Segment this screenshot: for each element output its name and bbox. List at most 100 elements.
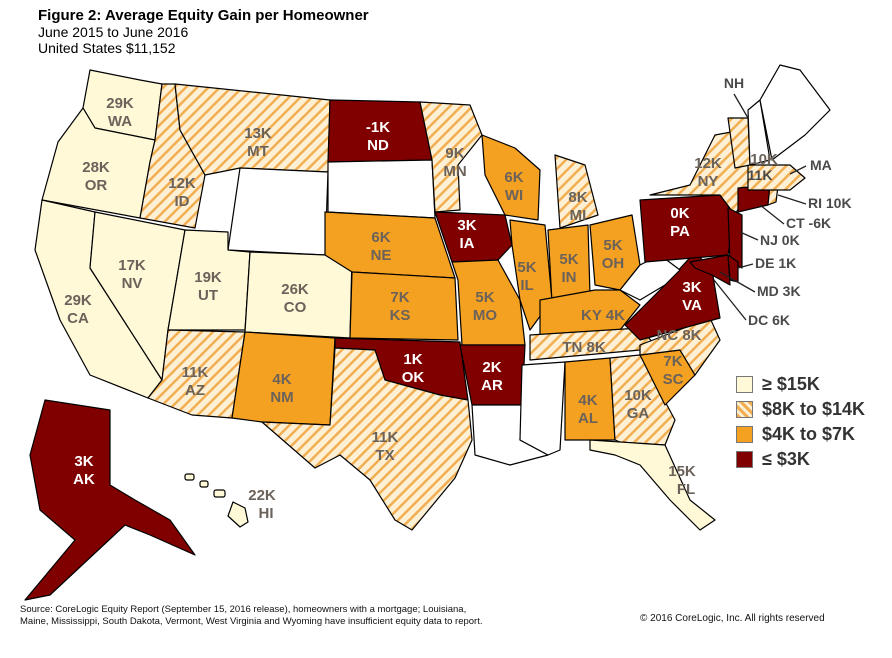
label-hi-abbr: HI	[259, 505, 274, 522]
state-wi	[481, 134, 541, 221]
label-co-abbr: CO	[284, 299, 307, 316]
label-nm-value: 4K	[272, 371, 291, 388]
state-nj	[727, 207, 743, 269]
legend: ≥ $15K $8K to $14K $4K to $7K ≤ $3K	[736, 372, 865, 472]
label-nv-abbr: NV	[122, 275, 143, 292]
label-al-value: 4K	[578, 392, 597, 409]
label-mn-abbr: MN	[443, 163, 466, 180]
label-nd-abbr: ND	[367, 137, 389, 154]
state-hi-island	[199, 480, 209, 488]
label-wi-abbr: WI	[505, 187, 523, 204]
label-mt-abbr: MT	[247, 143, 269, 160]
state-al	[564, 357, 616, 441]
label-ks-value: 7K	[390, 289, 409, 306]
legend-item-high: ≥ $15K	[736, 372, 865, 396]
source-note: Source: CoreLogic Equity Report (Septemb…	[20, 604, 483, 627]
label-al-abbr: AL	[578, 410, 598, 427]
label-ia-value: 3K	[457, 217, 476, 234]
label-va-value: 3K	[682, 279, 701, 296]
label-ak-value: 3K	[74, 453, 93, 470]
label-tn: TN 8K	[562, 339, 606, 356]
label-ca-value: 29K	[64, 292, 92, 309]
state-tx	[261, 347, 473, 531]
label-ok-value: 1K	[403, 351, 422, 368]
state-me	[759, 64, 831, 161]
figure-period: June 2015 to June 2016	[38, 24, 189, 40]
label-ga-abbr: GA	[627, 405, 650, 422]
callout-nh-leader	[733, 93, 749, 119]
label-tx-value: 11K	[372, 429, 399, 446]
state-ma	[747, 164, 806, 191]
label-pa-value: 0K	[670, 205, 689, 222]
callout-nj-leader	[739, 231, 759, 241]
label-nv-value: 17K	[118, 257, 146, 274]
national-average: United States $11,152	[38, 40, 176, 56]
label-nd-value: -1K	[366, 119, 390, 136]
label-or-abbr: OR	[85, 177, 108, 194]
label-az-value: 11K	[182, 364, 209, 381]
legend-item-dark: ≤ $3K	[736, 447, 865, 471]
label-nc: NC 8K	[656, 327, 701, 344]
callout-dc: DC 6K	[748, 312, 790, 328]
callout-ma: MA	[810, 157, 832, 173]
label-ar-value: 2K	[482, 359, 501, 376]
callout-md: MD 3K	[757, 283, 801, 299]
legend-swatch-mid	[736, 400, 753, 418]
callout-nh: NH	[724, 75, 744, 91]
label-ny-value: 12K	[694, 155, 722, 172]
label-wa-value: 29K	[106, 95, 134, 112]
state-mi	[554, 154, 599, 229]
legend-swatch-dark	[736, 450, 753, 468]
state-md	[689, 254, 731, 286]
state-ms	[519, 361, 566, 456]
label-hi-value: 22K	[248, 487, 276, 504]
label-in-value: 5K	[559, 251, 578, 268]
label-pa-abbr: PA	[670, 223, 690, 240]
label-az-abbr: AZ	[185, 382, 205, 399]
callout-ri: RI 10K	[808, 195, 852, 211]
legend-swatch-orange	[736, 425, 753, 443]
label-ny-abbr: NY	[698, 173, 719, 190]
state-wy	[227, 167, 329, 256]
label-il-value: 5K	[517, 259, 536, 276]
label-ga-value: 10K	[624, 387, 652, 404]
label-va-abbr: VA	[682, 297, 702, 314]
legend-label-orange: $4K to $7K	[762, 423, 856, 444]
state-ks	[349, 271, 459, 341]
legend-label-high: ≥ $15K	[762, 373, 820, 394]
label-ut-value: 19K	[194, 269, 222, 286]
label-mn-value: 9K	[445, 145, 464, 162]
label-wi-value: 6K	[504, 169, 523, 186]
label-ca-abbr: CA	[67, 310, 89, 327]
label-mi-abbr: MI	[570, 207, 587, 224]
label-wa-abbr: WA	[108, 113, 132, 130]
state-hi-island	[184, 473, 195, 481]
legend-swatch-high	[736, 375, 753, 393]
label-ky: KY 4K	[581, 307, 625, 324]
label-ne-value: 6K	[371, 229, 390, 246]
callout-nj: NJ 0K	[760, 232, 800, 248]
figure-header: Figure 2: Average Equity Gain per Homeow…	[38, 7, 369, 57]
callout-de: DE 1K	[755, 255, 796, 271]
copyright: © 2016 CoreLogic, Inc. All rights reserv…	[640, 613, 825, 624]
label-mt-value: 13K	[244, 125, 272, 142]
callout-vt-value: 11K	[748, 167, 773, 183]
state-hi	[227, 501, 249, 528]
label-co-value: 26K	[281, 281, 309, 298]
label-or-value: 28K	[82, 159, 110, 176]
legend-label-dark: ≤ $3K	[762, 448, 810, 469]
state-mn	[419, 101, 483, 213]
label-oh-value: 5K	[603, 237, 622, 254]
label-ma-value: 10K	[750, 151, 778, 168]
state-wv	[619, 254, 681, 301]
legend-item-mid: $8K to $14K	[736, 397, 865, 421]
label-ak-abbr: AK	[73, 471, 95, 488]
label-nm-abbr: NM	[270, 389, 293, 406]
label-tx-abbr: TX	[375, 447, 394, 464]
label-mi-value: 8K	[568, 189, 587, 206]
label-in-abbr: IN	[562, 269, 577, 286]
label-ut-abbr: UT	[198, 287, 218, 304]
callout-ri-leader	[777, 194, 807, 205]
figure-title: Figure 2: Average Equity Gain per Homeow…	[38, 7, 369, 24]
